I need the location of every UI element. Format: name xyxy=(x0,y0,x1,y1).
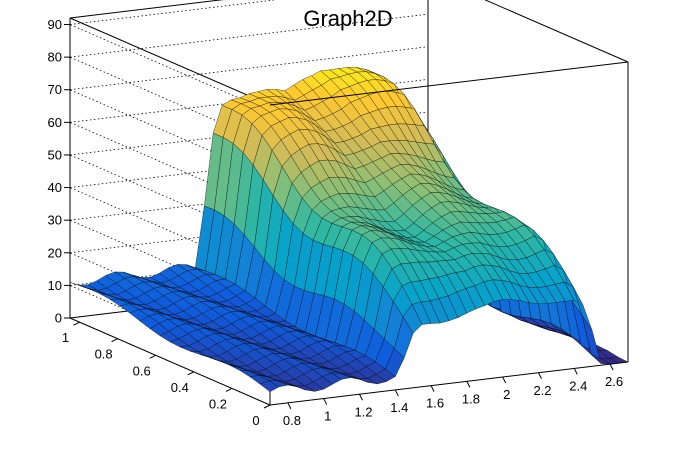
z-axis: 0 10 20 30 40 50 60 70 80 90 xyxy=(48,17,70,326)
front-frame xyxy=(69,61,629,406)
z-gridline xyxy=(69,0,278,25)
frame-edge xyxy=(484,0,629,63)
x-tick xyxy=(323,398,328,405)
x-tick xyxy=(466,381,471,388)
x-tick-label: 1 xyxy=(324,409,331,424)
x-tick xyxy=(287,402,292,410)
x-tick-label: 2.2 xyxy=(533,383,551,398)
y-tick-label: 0.2 xyxy=(209,396,227,411)
z-gridline xyxy=(69,46,429,91)
y-tick xyxy=(111,338,118,343)
y-tick xyxy=(73,321,80,326)
x-tick xyxy=(573,368,578,375)
x-tick-label: 0.8 xyxy=(283,413,301,428)
x-tick-label: 1.6 xyxy=(426,396,444,411)
z-tick-label: 10 xyxy=(48,278,62,293)
z-tick-label: 30 xyxy=(48,213,62,228)
frame-edge xyxy=(69,317,271,406)
y-tick xyxy=(263,404,271,409)
chart-title: Graph2D xyxy=(303,6,392,31)
z-tick-label: 20 xyxy=(48,245,62,260)
frame-edge xyxy=(269,361,629,406)
z-tick-label: 90 xyxy=(48,17,62,32)
z-gridline xyxy=(69,24,271,112)
x-tick xyxy=(609,363,614,371)
frame-edge xyxy=(69,17,271,106)
z-tick-label: 60 xyxy=(48,115,62,130)
x-tick-label: 1.2 xyxy=(354,404,372,419)
y-tick xyxy=(187,371,195,376)
y-tick xyxy=(225,387,233,392)
y-tick-label: 0 xyxy=(252,413,259,428)
z-tick-label: 50 xyxy=(48,147,62,162)
y-tick-label: 1 xyxy=(62,330,69,345)
y-tick-label: 0.8 xyxy=(95,347,113,362)
y-axis: 0 0.2 0.4 0.6 0.8 1 xyxy=(62,321,271,428)
x-tick xyxy=(502,376,507,384)
y-tick-label: 0.4 xyxy=(171,380,189,395)
x-tick-label: 2.6 xyxy=(605,374,623,389)
frame-edge xyxy=(269,61,629,106)
y-tick-label: 0.6 xyxy=(133,363,151,378)
x-tick-label: 2 xyxy=(503,387,510,402)
x-axis: 0.8 1 1.2 1.4 1.6 1.8 2 2.2 2.4 2.6 xyxy=(283,363,623,428)
surface-plot xyxy=(69,67,629,393)
x-tick-label: 2.4 xyxy=(569,378,587,393)
z-tick-label: 70 xyxy=(48,82,62,97)
y-tick xyxy=(149,354,156,359)
z-tick-label: 0 xyxy=(55,311,62,326)
x-tick xyxy=(538,372,542,379)
x-tick-label: 1.8 xyxy=(462,391,480,406)
x-tick xyxy=(430,385,435,392)
x-tick-label: 1.4 xyxy=(390,400,408,415)
z-tick-label: 40 xyxy=(48,180,62,195)
x-tick xyxy=(394,389,399,397)
x-tick xyxy=(359,394,363,401)
z-gridline xyxy=(69,13,429,58)
z-tick-label: 80 xyxy=(48,50,62,65)
frame-edge xyxy=(69,0,225,19)
